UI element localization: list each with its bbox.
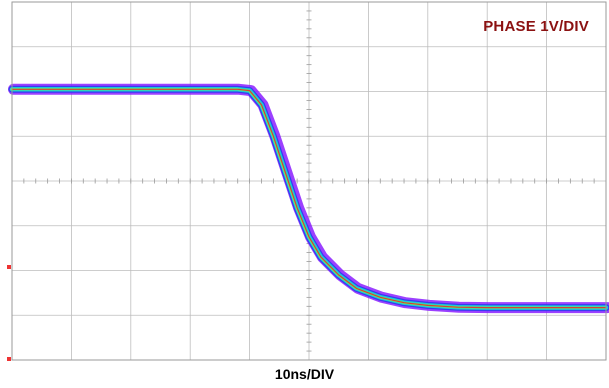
ground-marker [7,265,11,269]
trigger-marker [7,357,11,361]
screen-border [11,1,607,361]
timebase-label: 10ns/DIV [274,366,335,382]
waveform-trace [8,83,609,314]
trace-main [11,88,607,309]
channel-scale-label: PHASE 1V/DIV [483,18,589,35]
